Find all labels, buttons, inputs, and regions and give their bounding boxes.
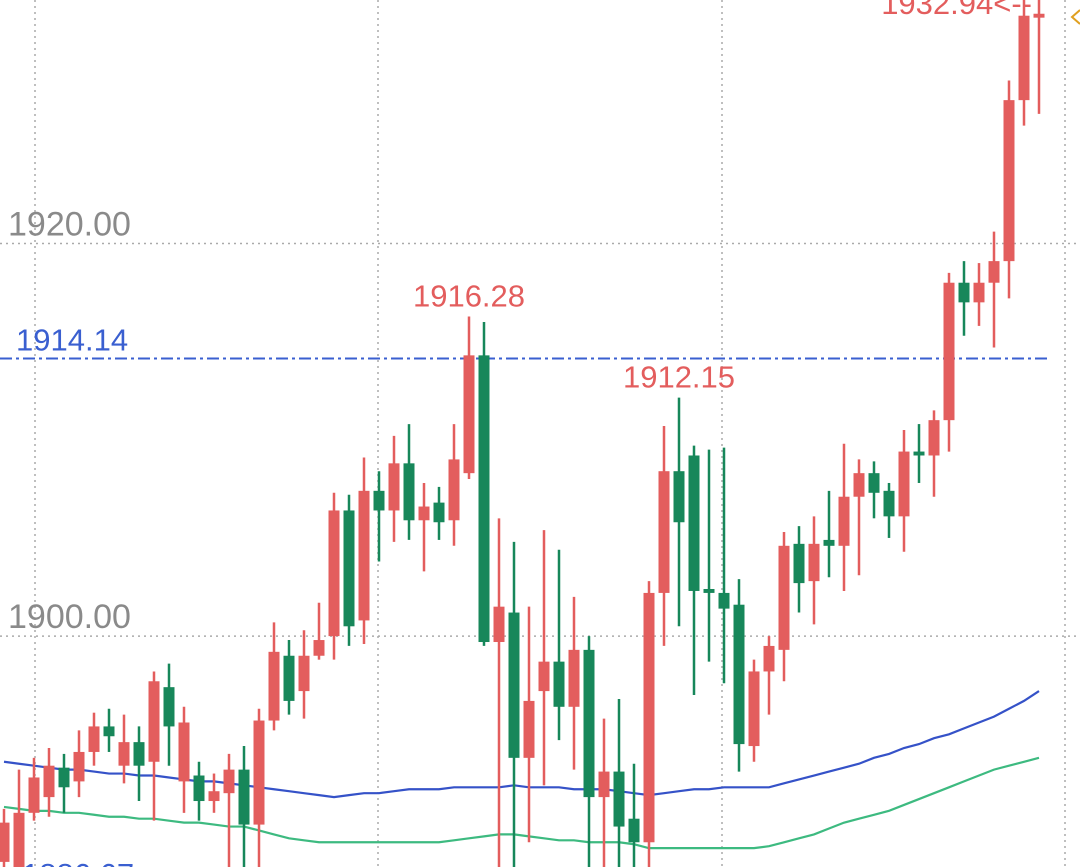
candle-body — [598, 771, 610, 798]
candle-body — [793, 543, 805, 584]
candle-body — [448, 459, 460, 521]
candle-body — [313, 640, 325, 656]
candle-body — [988, 261, 1000, 283]
candle-body — [28, 777, 40, 813]
candle-body — [838, 496, 850, 546]
candle-body — [268, 651, 280, 721]
candle-body — [283, 655, 295, 701]
candle-body — [718, 592, 730, 609]
candle-body — [178, 722, 190, 782]
candle-body — [208, 791, 220, 802]
candle-body — [508, 612, 520, 758]
candle-body — [133, 742, 145, 766]
candle-body — [493, 606, 505, 643]
candle-body — [523, 700, 535, 758]
candle-body — [1003, 100, 1015, 262]
candle-body — [733, 604, 745, 745]
candle-body — [193, 775, 205, 802]
candle-body — [1033, 13, 1045, 18]
candle-body — [388, 463, 400, 511]
candle-body — [778, 545, 790, 650]
candle-body — [463, 355, 475, 474]
candle-body — [328, 510, 340, 637]
candle-body — [748, 671, 760, 747]
candle-body — [553, 661, 565, 707]
candle-body — [373, 490, 385, 511]
candle-body — [673, 471, 685, 523]
candle-body — [898, 451, 910, 517]
candle-body — [358, 490, 370, 621]
candle-body — [913, 451, 925, 456]
candle-body — [118, 742, 130, 766]
price-annotation: 1912.15 — [623, 360, 735, 395]
candle-body — [58, 767, 70, 788]
candle-body — [703, 588, 715, 593]
candle-body — [823, 539, 835, 546]
candle-body — [583, 649, 595, 798]
price-pointer — [1070, 9, 1080, 25]
candle-body — [628, 818, 640, 843]
candle-body — [973, 282, 985, 303]
candle-body — [538, 661, 550, 692]
candle-body — [433, 502, 445, 523]
price-annotation: 1932.94<-- — [881, 0, 1032, 21]
candle-body — [928, 420, 940, 456]
candle-body — [163, 687, 175, 727]
candle-body — [88, 726, 100, 752]
moving-average-line — [3, 756, 1040, 850]
candle-body — [43, 765, 55, 798]
candle-body — [223, 769, 235, 794]
candle-body — [1018, 15, 1030, 101]
reference-label: 1914.14 — [16, 323, 128, 358]
candle-body — [883, 490, 895, 517]
moving-average-line — [3, 690, 1040, 799]
candle-body — [418, 506, 430, 521]
candle-body — [148, 681, 160, 762]
candle-body — [253, 720, 265, 825]
candle-body — [688, 455, 700, 591]
candle-body — [958, 282, 970, 303]
candle-body — [343, 510, 355, 627]
candle-body — [103, 726, 115, 737]
candle-body — [478, 355, 490, 643]
candle-body — [868, 473, 880, 493]
candle-body — [613, 771, 625, 827]
candle-body — [943, 282, 955, 421]
candle-body — [13, 812, 25, 867]
price-annotation: 1886.67 — [22, 857, 134, 867]
candle-body — [73, 751, 85, 782]
candle-body — [853, 473, 865, 497]
candle-body — [808, 543, 820, 582]
candle-body — [643, 592, 655, 843]
price-annotation: 1916.28 — [413, 278, 525, 313]
candle-body — [298, 655, 310, 692]
candle-body — [658, 471, 670, 593]
candle-body — [238, 769, 250, 825]
candle-body — [0, 822, 10, 862]
candle-body — [568, 649, 580, 707]
candle-body — [763, 645, 775, 672]
y-tick-label: 1900.00 — [8, 598, 131, 636]
y-tick-label: 1920.00 — [8, 205, 131, 243]
candle-body — [403, 463, 415, 521]
